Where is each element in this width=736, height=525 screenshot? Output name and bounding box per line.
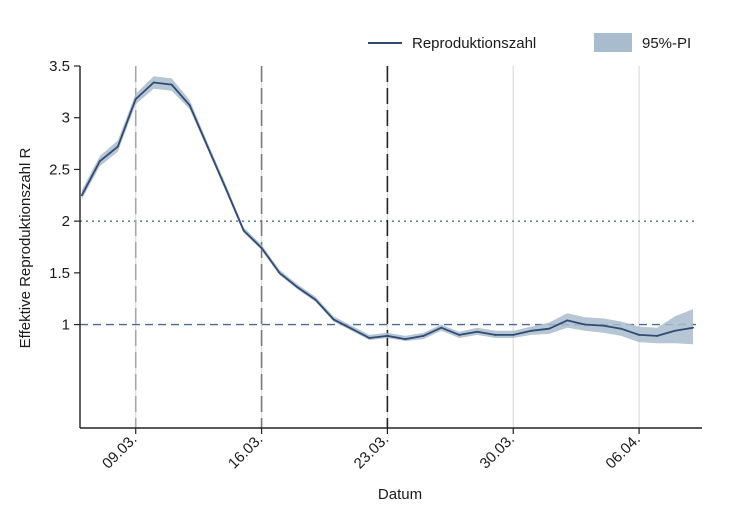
data-point-29	[602, 324, 605, 327]
data-point-0	[80, 194, 83, 197]
legend-label-line: Reproduktionszahl	[412, 35, 536, 52]
data-point-34	[692, 326, 694, 329]
data-point-1	[98, 160, 101, 163]
data-point-8	[224, 187, 227, 189]
data-point-4	[152, 81, 155, 84]
data-point-10	[260, 247, 263, 249]
data-point-14	[332, 318, 335, 321]
data-point-27	[566, 319, 569, 322]
data-point-17	[386, 335, 389, 337]
estimate-line	[80, 81, 694, 340]
x-tick-label-0: 09.03.	[99, 431, 141, 473]
y-tick-label-4: 3	[62, 110, 70, 127]
data-point-31	[638, 334, 640, 336]
data-point-32	[656, 335, 658, 337]
x-tick-label-1: 16.03.	[225, 431, 267, 473]
data-point-24	[512, 334, 515, 336]
legend-band-swatch	[594, 33, 632, 52]
data-point-2	[116, 145, 119, 148]
x-ticks: 09.03. 16.03. 23.03. 30.03. 06.04.	[99, 428, 644, 472]
y-axis-title: Effektive Reproduktionszahl R	[17, 148, 34, 349]
y-tick-label-3: 2.5	[49, 161, 70, 178]
data-point-30	[620, 327, 623, 330]
y-tick-label-2: 2	[62, 213, 70, 230]
data-point-3	[134, 98, 137, 100]
data-point-5	[170, 83, 173, 86]
axes	[79, 66, 702, 429]
y-tick-label-1: 1.5	[49, 265, 70, 282]
y-tick-label-5: 3.5	[49, 58, 70, 75]
data-point-16	[368, 337, 371, 339]
x-tick-label-2: 23.03.	[351, 431, 393, 473]
data-point-28	[584, 323, 587, 326]
y-tick-label-0: 1	[62, 317, 70, 334]
y-ticks: 1 1.5 2 2.5 3 3.5	[49, 58, 80, 334]
legend-label-band: 95%-PI	[642, 35, 691, 52]
data-point-11	[278, 271, 281, 274]
x-tick-label-4: 06.04.	[602, 431, 644, 473]
data-point-12	[296, 286, 299, 289]
data-point-20	[440, 326, 443, 329]
data-point-21	[458, 334, 461, 336]
data-point-6	[188, 104, 191, 107]
data-point-13	[314, 298, 317, 301]
legend: Reproduktionszahl 95%-PI	[368, 33, 691, 52]
data-point-22	[476, 330, 479, 333]
data-point-23	[494, 334, 497, 336]
x-tick-label-3: 30.03.	[477, 431, 519, 473]
data-point-25	[530, 329, 533, 332]
x-axis-title: Datum	[378, 486, 422, 503]
data-point-19	[422, 335, 425, 337]
data-point-26	[548, 327, 551, 330]
data-point-33	[674, 329, 676, 332]
data-point-15	[350, 327, 353, 330]
data-point-7	[206, 145, 209, 148]
data-point-18	[404, 338, 407, 340]
data-point-9	[242, 229, 245, 232]
